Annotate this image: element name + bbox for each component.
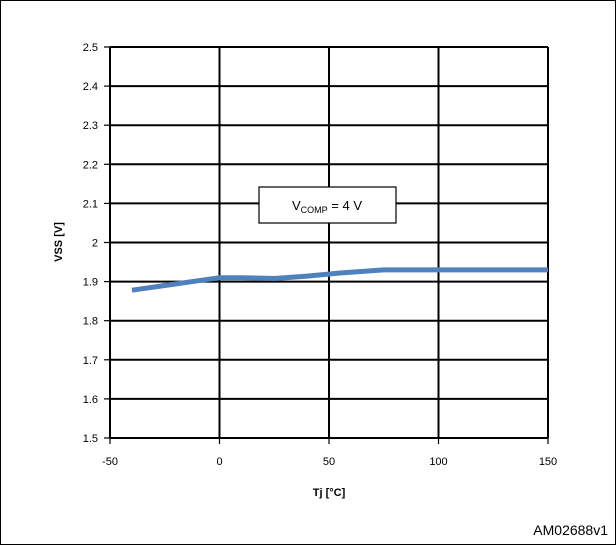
series-line-0 (131, 267, 548, 293)
x-tick-labels: -50 0 50 100 150 (102, 456, 557, 468)
y-tick-label-5: 2 (92, 238, 98, 250)
annotation-label: VCOMP = 4 V (292, 198, 362, 215)
x-axis-title: Tj [°C] (313, 487, 346, 499)
figure-code: AM02688v1 (533, 522, 608, 538)
x-tick-label-3: 100 (429, 456, 447, 468)
x-tick-label-2: 50 (323, 456, 335, 468)
x-tick-label-0: -50 (102, 456, 118, 468)
grid-lines (104, 46, 549, 444)
series-lines (131, 267, 548, 293)
y-tick-label-7: 2.2 (83, 159, 98, 171)
annotation-subscript: COMP (301, 205, 328, 215)
y-tick-label-1: 1.6 (83, 394, 98, 406)
y-tick-labels: 1.5 1.6 1.7 1.8 1.9 2 2.1 2.2 2.3 2.4 2.5 (83, 42, 98, 445)
y-tick-label-9: 2.4 (83, 81, 98, 93)
y-tick-label-2: 1.7 (83, 355, 98, 367)
y-tick-label-3: 1.8 (83, 316, 98, 328)
y-tick-label-8: 2.3 (83, 120, 98, 132)
x-tick-label-1: 0 (216, 456, 222, 468)
y-axis-title: VSS [V] (53, 222, 65, 262)
annotation-rest: = 4 V (328, 198, 363, 213)
y-tick-label-0: 1.5 (83, 433, 98, 445)
y-tick-label-6: 2.1 (83, 198, 98, 210)
annotation-main: V (292, 198, 301, 213)
annotation-border (258, 186, 397, 224)
y-tick-label-10: 2.5 (83, 42, 98, 54)
x-tick-label-4: 150 (539, 456, 557, 468)
annotation-box: VCOMP = 4 V (258, 186, 397, 224)
y-tick-label-4: 1.9 (83, 277, 98, 289)
